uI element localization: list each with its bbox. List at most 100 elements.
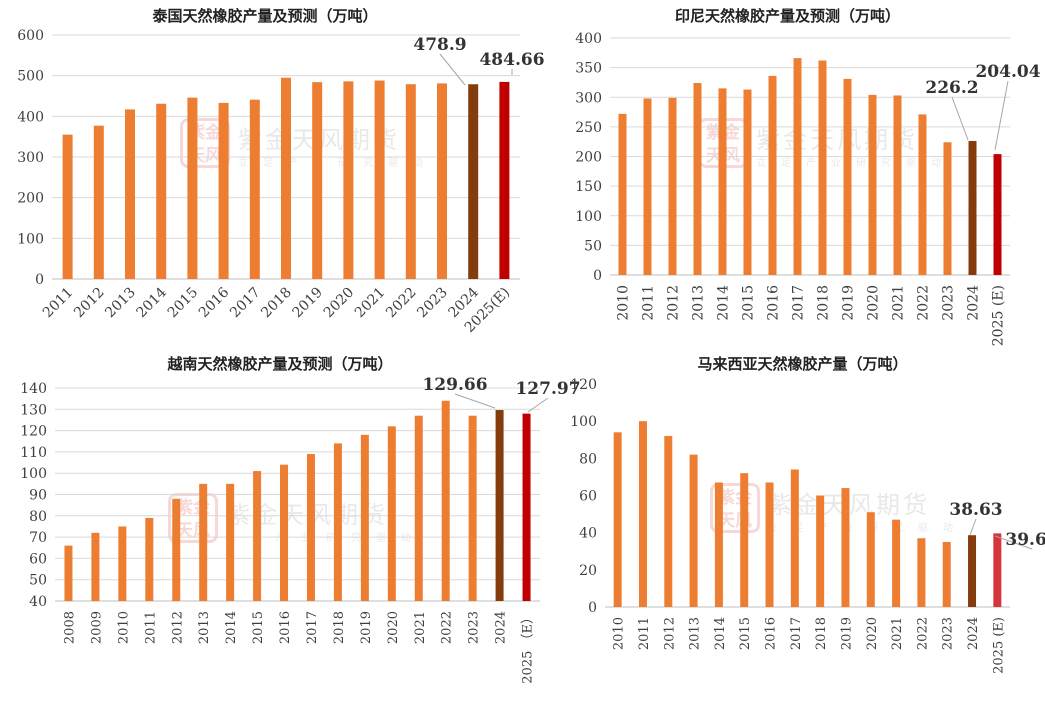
y-tick-label: 300 bbox=[17, 150, 44, 166]
chart-vietnam: 越南天然橡胶产量及预测（万吨） 紫金天风 紫金天风期货 立足产业研究驱动 405… bbox=[0, 345, 580, 710]
annotation-leader bbox=[994, 535, 1033, 550]
y-tick-label: 60 bbox=[579, 489, 597, 505]
y-tick-label: 600 bbox=[17, 28, 44, 44]
y-tick-label: 120 bbox=[570, 377, 597, 393]
x-tick-label: 2019 bbox=[841, 285, 857, 321]
y-tick-label: 90 bbox=[29, 488, 47, 504]
bar bbox=[226, 483, 235, 601]
bar bbox=[768, 75, 777, 275]
y-tick-label: 400 bbox=[575, 31, 602, 47]
x-tick-label: 2022 bbox=[915, 617, 930, 650]
x-tick-label: 2016 bbox=[764, 617, 779, 650]
x-tick-label: 2014 bbox=[134, 284, 171, 321]
bar bbox=[793, 58, 802, 275]
annotation-leader bbox=[454, 393, 496, 409]
y-tick-label: 60 bbox=[29, 551, 47, 567]
y-tick-label: 200 bbox=[17, 191, 44, 207]
x-tick-label: 2016 bbox=[766, 285, 782, 321]
x-tick-label: 2018 bbox=[816, 285, 832, 321]
x-tick-label: 2022 bbox=[383, 285, 420, 322]
chart-indonesia: 印尼天然橡胶产量及预测（万吨） 紫金天风 紫金天风期货 立足产业研究驱动 050… bbox=[530, 0, 1045, 346]
x-tick-label: 2017 bbox=[791, 285, 807, 321]
bar bbox=[387, 426, 396, 601]
x-tick-label: 2025 (E) bbox=[991, 617, 1006, 674]
bar bbox=[942, 541, 951, 607]
x-tick-label: 2017 bbox=[789, 617, 804, 650]
bar bbox=[816, 495, 825, 607]
data-label: 484.66 bbox=[479, 50, 544, 70]
y-tick-label: 140 bbox=[20, 381, 47, 397]
y-tick-label: 70 bbox=[29, 530, 47, 546]
x-tick-label: 2014 bbox=[716, 285, 732, 321]
bar bbox=[199, 483, 208, 601]
x-tick-label: 2013 bbox=[102, 285, 139, 322]
bar bbox=[613, 432, 622, 607]
x-tick-label: 2012 bbox=[71, 285, 108, 322]
bar bbox=[253, 471, 262, 601]
x-tick-label: 2022 bbox=[440, 611, 455, 644]
bar bbox=[765, 482, 774, 607]
x-tick-label: 2020 bbox=[866, 285, 882, 321]
bar bbox=[91, 532, 100, 601]
annotation-leader bbox=[969, 518, 977, 536]
bar bbox=[145, 517, 154, 601]
x-tick-label: 2015 bbox=[165, 285, 202, 322]
bar bbox=[405, 84, 416, 279]
y-tick-label: 40 bbox=[29, 594, 47, 610]
bar bbox=[943, 142, 952, 275]
bar bbox=[312, 82, 323, 279]
annotation-leader bbox=[439, 53, 466, 86]
bar bbox=[993, 533, 1002, 607]
chart-thailand: 泰国天然橡胶产量及预测（万吨） 紫金天风 紫金天风期货 立足产业研究驱动 010… bbox=[0, 0, 544, 345]
chart-plot: 0100200300400500600201120122013201420152… bbox=[17, 28, 544, 336]
x-tick-label: 2020 bbox=[386, 611, 401, 644]
bar bbox=[218, 102, 229, 279]
x-tick-label: 2009 bbox=[89, 611, 104, 644]
annotation-leader bbox=[951, 96, 969, 141]
bar bbox=[740, 473, 749, 607]
bar bbox=[374, 80, 385, 280]
bar bbox=[917, 538, 926, 607]
y-tick-label: 100 bbox=[575, 209, 602, 225]
x-tick-label: 2014 bbox=[224, 611, 239, 644]
bar bbox=[868, 94, 877, 275]
y-tick-label: 40 bbox=[579, 526, 597, 542]
x-tick-label: 2017 bbox=[227, 285, 264, 322]
x-tick-label: 2015 bbox=[738, 617, 753, 650]
x-tick-label: 2024 bbox=[494, 611, 509, 644]
bar bbox=[187, 97, 198, 279]
y-tick-label: 250 bbox=[575, 120, 602, 136]
bar bbox=[968, 140, 977, 275]
bar bbox=[281, 77, 291, 279]
x-tick-label: 2011 bbox=[637, 617, 652, 650]
x-tick-label: 2018 bbox=[258, 285, 295, 322]
chart-title: 印尼天然橡胶产量及预测（万吨） bbox=[674, 7, 900, 25]
x-tick-label: 2021 bbox=[890, 617, 905, 650]
x-tick-label: 2014 bbox=[713, 617, 728, 650]
chart-title: 泰国天然橡胶产量及预测（万吨） bbox=[152, 7, 378, 25]
annotation-leader bbox=[527, 397, 549, 413]
bar bbox=[993, 154, 1002, 275]
x-tick-label: 2022 bbox=[916, 285, 932, 321]
chart-malaysia: 马来西亚天然橡胶产量（万吨） 紫金天风 紫金天风期货 立足产业研究驱动 0204… bbox=[560, 345, 1045, 710]
x-tick-label: 2015 bbox=[251, 611, 266, 644]
bar bbox=[333, 443, 342, 601]
data-label: 39.63 bbox=[1005, 530, 1045, 550]
data-label: 129.66 bbox=[422, 375, 487, 395]
bar bbox=[249, 99, 260, 279]
x-tick-label: 2021 bbox=[413, 611, 428, 644]
x-tick-label: 2023 bbox=[414, 285, 451, 322]
bar bbox=[414, 415, 423, 601]
bar bbox=[93, 125, 104, 279]
y-tick-label: 200 bbox=[575, 150, 602, 166]
y-tick-label: 50 bbox=[584, 238, 602, 254]
x-tick-label: 2008 bbox=[62, 611, 77, 644]
x-tick-label: 2019 bbox=[359, 611, 374, 644]
bar bbox=[866, 512, 875, 607]
chart-plot: 0 20 40 60 80 100 120 2010 2011 2012 2013 2014 2015 2… bbox=[570, 377, 1045, 674]
bar bbox=[618, 113, 627, 275]
bar bbox=[125, 109, 135, 279]
bar bbox=[499, 81, 510, 279]
bar bbox=[892, 519, 901, 607]
bar bbox=[62, 134, 73, 279]
